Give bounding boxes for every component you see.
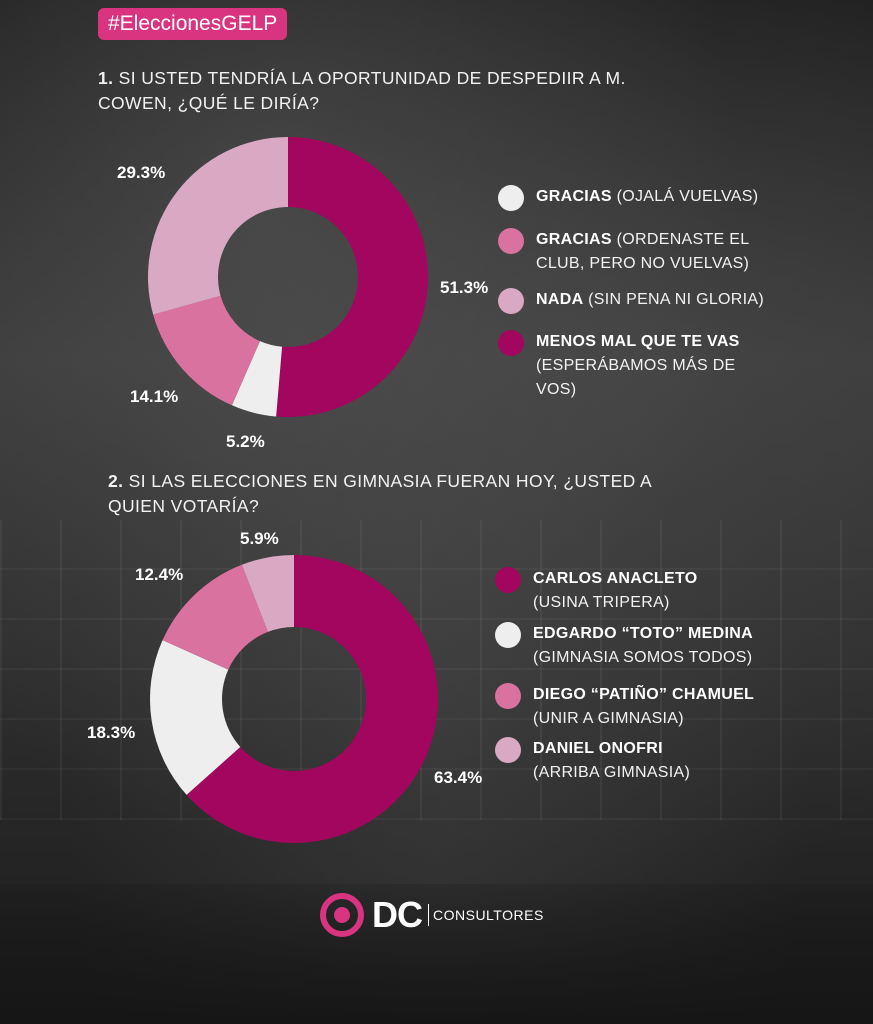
- donut-1-slice-4: [148, 137, 288, 315]
- legend-2-item-1: CARLOS ANACLETO (USINA TRIPERA): [495, 567, 795, 615]
- donut-1-slice-1: [276, 137, 429, 417]
- logo-mark: DC: [372, 894, 423, 935]
- question-1-text: SI USTED TENDRÍA LA OPORTUNIDAD DE DESPE…: [98, 68, 626, 113]
- pct-label-2-4: 5.9%: [240, 529, 279, 548]
- pct-label-2-2: 18.3%: [87, 723, 136, 742]
- question-2-number: 2.: [108, 471, 124, 491]
- legend-1-label-4: MENOS MAL QUE TE VAS: [536, 333, 740, 350]
- pct-label-2-1: 63.4%: [434, 768, 483, 787]
- legend-1-sub-2: (ORDENASTE EL CLUB, PERO NO VUELVAS): [536, 231, 750, 272]
- pct-label-1-4: 29.3%: [117, 163, 166, 182]
- legend-1-sub-3: (SIN PENA NI GLORIA): [583, 291, 764, 308]
- legend-1-item-3: NADA (SIN PENA NI GLORIA): [498, 288, 798, 314]
- legend-1-sub-4: (ESPERÁBAMOS MÁS DE VOS): [536, 357, 736, 398]
- legend-2-sub-3: (UNIR A GIMNASIA): [533, 710, 684, 727]
- legend-2-item-3: DIEGO “PATIÑO” CHAMUEL (UNIR A GIMNASIA): [495, 683, 815, 731]
- background-fence: [0, 520, 873, 820]
- logo-divider: [428, 904, 429, 926]
- background-field: [0, 884, 873, 1024]
- question-2-text: SI LAS ELECCIONES EN GIMNASIA FUERAN HOY…: [108, 471, 652, 516]
- legend-2-swatch-4: [495, 737, 521, 763]
- donut-2-slice-4: [241, 555, 294, 632]
- pct-label-1-2: 5.2%: [226, 432, 265, 451]
- legend-2-label-1: CARLOS ANACLETO: [533, 570, 698, 587]
- logo-name: CONSULTORES: [433, 907, 544, 923]
- legend-2-label-3: DIEGO “PATIÑO” CHAMUEL: [533, 686, 755, 703]
- legend-1-label-1: GRACIAS: [536, 188, 612, 205]
- pct-label-1-3: 14.1%: [130, 387, 179, 406]
- legend-2-sub-2: (GIMNASIA SOMOS TODOS): [533, 649, 753, 666]
- donut-1-slice-3: [153, 295, 260, 406]
- legend-2-swatch-1: [495, 567, 521, 593]
- legend-2-label-4: DANIEL ONOFRI: [533, 740, 663, 757]
- legend-2-label-2: EDGARDO “TOTO” MEDINA: [533, 625, 753, 642]
- legend-1-sub-1: (OJALÁ VUELVAS): [611, 188, 759, 205]
- dc-consultores-logo: DC CONSULTORES: [320, 893, 544, 937]
- legend-2-sub-4: (ARRIBA GIMNASIA): [533, 764, 691, 781]
- donut-2-slice-3: [162, 564, 268, 670]
- legend-2-swatch-3: [495, 683, 521, 709]
- legend-2-item-2: EDGARDO “TOTO” MEDINA (GIMNASIA SOMOS TOD…: [495, 622, 815, 670]
- legend-1-item-1: GRACIAS (OJALÁ VUELVAS): [498, 185, 798, 211]
- question-2-title: 2. SI LAS ELECCIONES EN GIMNASIA FUERAN …: [108, 469, 668, 519]
- hashtag-badge: #EleccionesGELP: [98, 8, 288, 40]
- legend-2-swatch-2: [495, 622, 521, 648]
- donut-chart-2: [149, 555, 438, 843]
- legend-2-sub-1: (USINA TRIPERA): [533, 594, 670, 611]
- legend-1-item-4: MENOS MAL QUE TE VAS (ESPERÁBAMOS MÁS DE …: [498, 330, 778, 402]
- legend-1-swatch-4: [498, 330, 524, 356]
- legend-1-item-2: GRACIAS (ORDENASTE EL CLUB, PERO NO VUEL…: [498, 228, 783, 276]
- legend-1-label-3: NADA: [536, 291, 584, 308]
- legend-1-swatch-2: [498, 228, 524, 254]
- legend-2-item-4: DANIEL ONOFRI (ARRIBA GIMNASIA): [495, 737, 795, 785]
- pct-label-1-1: 51.3%: [440, 278, 489, 297]
- donut-chart-1: [148, 137, 429, 417]
- question-1-number: 1.: [98, 68, 114, 88]
- donut-2-slice-1: [186, 555, 438, 843]
- logo-target-icon: [320, 893, 364, 937]
- donut-2-slice-2: [149, 640, 241, 795]
- legend-1-swatch-3: [498, 288, 524, 314]
- donut-1-slice-2: [231, 341, 283, 417]
- pct-label-2-3: 12.4%: [135, 565, 184, 584]
- legend-1-swatch-1: [498, 185, 524, 211]
- legend-1-label-2: GRACIAS: [536, 231, 612, 248]
- question-1-title: 1. SI USTED TENDRÍA LA OPORTUNIDAD DE DE…: [98, 66, 678, 116]
